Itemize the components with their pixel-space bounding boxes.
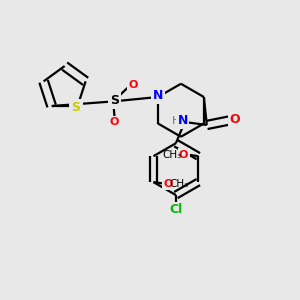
Text: CH₃: CH₃ [170, 178, 189, 189]
Text: O: O [179, 150, 188, 160]
Text: O: O [128, 80, 138, 90]
Text: CH₃: CH₃ [163, 150, 182, 160]
Text: S: S [110, 94, 119, 107]
Text: O: O [110, 117, 119, 127]
Text: Cl: Cl [169, 203, 182, 216]
Text: N: N [153, 89, 163, 102]
Text: O: O [229, 113, 239, 126]
Text: H: H [172, 116, 181, 126]
Text: N: N [178, 114, 188, 127]
Text: S: S [72, 101, 81, 114]
Text: O: O [164, 178, 173, 189]
